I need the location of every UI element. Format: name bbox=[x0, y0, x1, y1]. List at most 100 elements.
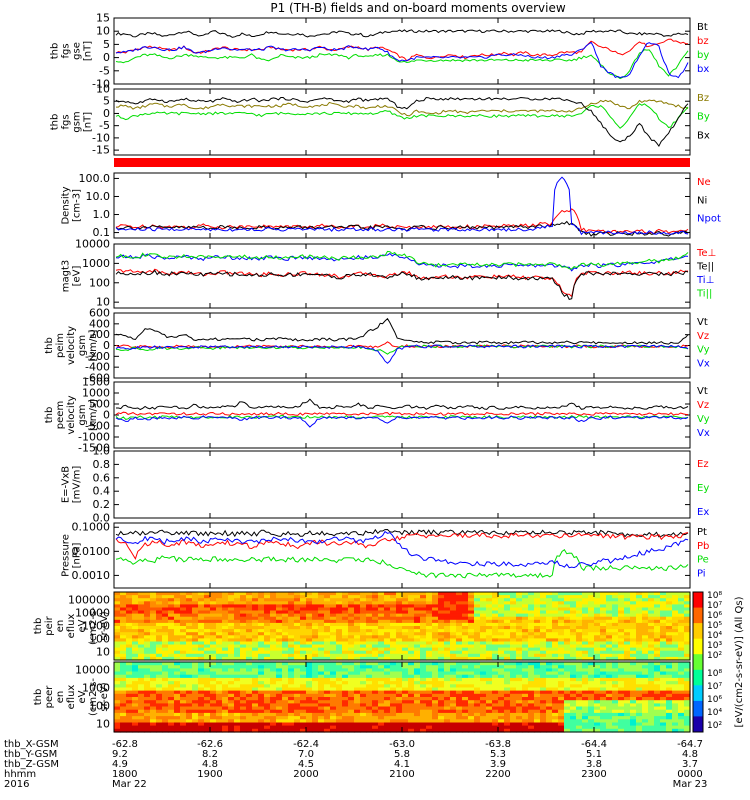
spectrogram-cell bbox=[402, 595, 409, 599]
spectrogram-cell bbox=[264, 629, 271, 633]
spectrogram-cell bbox=[522, 716, 529, 720]
spectrogram-cell bbox=[246, 703, 253, 708]
spectrogram-cell bbox=[300, 604, 307, 609]
spectrogram-cell bbox=[420, 607, 427, 612]
spectrogram-cell bbox=[120, 693, 127, 698]
spectrogram-cell bbox=[420, 595, 427, 599]
spectrogram-cell bbox=[510, 662, 517, 666]
spectrogram-cell bbox=[654, 635, 661, 639]
spectrogram-cell bbox=[156, 677, 163, 682]
spectrogram-cell bbox=[468, 622, 475, 627]
spectrogram-cell bbox=[546, 656, 553, 661]
spectrogram-cell bbox=[174, 641, 181, 646]
spectrogram-cell bbox=[300, 719, 307, 724]
spectrogram-cell bbox=[210, 604, 217, 609]
spectrogram-cell bbox=[342, 601, 349, 605]
spectrogram-cell bbox=[546, 635, 553, 639]
spectrogram-cell bbox=[390, 687, 397, 692]
legend-vy: Vy bbox=[697, 414, 710, 425]
spectrogram-cell bbox=[624, 725, 631, 730]
spectrogram-cell bbox=[546, 601, 553, 605]
spectrogram-cell bbox=[546, 681, 553, 685]
spectrogram-cell bbox=[480, 662, 487, 666]
spectrogram-cell bbox=[234, 671, 241, 676]
spectrogram-cell bbox=[366, 709, 373, 714]
spectrogram-cell bbox=[240, 592, 247, 596]
spectrogram-cell bbox=[264, 632, 271, 636]
spectrogram-cell bbox=[216, 632, 223, 636]
spectrogram-cell bbox=[294, 619, 301, 624]
spectrogram-cell bbox=[240, 681, 247, 685]
spectrogram-cell bbox=[390, 598, 397, 602]
spectrogram-cell bbox=[114, 665, 121, 669]
spectrogram-cell bbox=[672, 725, 679, 730]
spectrogram-cell bbox=[246, 728, 253, 733]
spectrogram-cell bbox=[648, 616, 655, 621]
spectrogram-cell bbox=[564, 638, 571, 643]
spectrogram-cell bbox=[414, 681, 421, 685]
spectrogram-cell bbox=[168, 647, 175, 652]
spectrogram-cell bbox=[234, 592, 241, 596]
spectrogram-cell bbox=[210, 616, 217, 621]
spectrogram-cell bbox=[192, 626, 199, 630]
spectrogram-cell bbox=[636, 728, 643, 733]
spectrogram-cell bbox=[198, 693, 205, 698]
spectrogram-cell bbox=[228, 619, 235, 624]
spectrogram-cell bbox=[600, 626, 607, 630]
spectrogram-cell bbox=[282, 677, 289, 682]
spectrogram-cell bbox=[216, 709, 223, 714]
spectrogram-cell bbox=[348, 712, 355, 717]
spectrogram-cell bbox=[156, 728, 163, 733]
spectrogram-cell bbox=[660, 722, 667, 727]
spectrogram-cell bbox=[210, 610, 217, 615]
spectrogram-cell bbox=[156, 616, 163, 621]
spectrogram-cell bbox=[264, 719, 271, 724]
spectrogram-cell bbox=[120, 653, 127, 658]
spectrogram-cell bbox=[282, 728, 289, 733]
spectrogram-cell bbox=[648, 619, 655, 624]
spectrogram-cell bbox=[288, 690, 295, 695]
colorbar-frame bbox=[692, 591, 704, 733]
spectrogram-cell bbox=[672, 697, 679, 701]
spectrogram-cell bbox=[468, 725, 475, 730]
spectrogram-cell bbox=[366, 665, 373, 669]
spectrogram-cell bbox=[198, 697, 205, 701]
spectrogram-cell bbox=[348, 641, 355, 646]
spectrogram-cell bbox=[510, 635, 517, 639]
spectrogram-cell bbox=[312, 681, 319, 685]
spectrogram-cell bbox=[666, 650, 673, 655]
spectrogram-cell bbox=[486, 706, 493, 711]
spectrogram-cell bbox=[372, 725, 379, 730]
spectrogram-cell bbox=[372, 616, 379, 621]
spectrogram-cell bbox=[276, 700, 283, 704]
spectrogram-cell bbox=[600, 604, 607, 609]
spectrogram-cell bbox=[354, 671, 361, 676]
spectrogram-cell bbox=[126, 656, 133, 661]
spectrogram-cell bbox=[318, 601, 325, 605]
spectrogram-cell bbox=[132, 656, 139, 661]
spectrogram-cell bbox=[180, 709, 187, 714]
spectrogram-cell bbox=[462, 616, 469, 621]
spectrogram-cell bbox=[462, 728, 469, 733]
spectrogram-cell bbox=[384, 671, 391, 676]
ylabel-line: gsm bbox=[72, 111, 83, 132]
spectrogram-cell bbox=[636, 697, 643, 701]
spectrogram-cell bbox=[354, 592, 361, 596]
spectrogram-cell bbox=[282, 613, 289, 618]
spectrogram-cell bbox=[600, 719, 607, 724]
spectrogram-cell bbox=[666, 622, 673, 627]
spectrogram-cell bbox=[294, 706, 301, 711]
spectrogram-cell bbox=[348, 592, 355, 596]
spectrogram-cell bbox=[588, 641, 595, 646]
spectrogram-cell bbox=[210, 662, 217, 666]
spectrogram-cell bbox=[456, 647, 463, 652]
spectrogram-cell bbox=[564, 598, 571, 602]
spectrogram-cell bbox=[480, 703, 487, 708]
spectrogram-cell bbox=[150, 719, 157, 724]
spectrogram-cell bbox=[684, 598, 691, 602]
spectrogram-cell bbox=[510, 626, 517, 630]
spectrogram-cell bbox=[534, 604, 541, 609]
spectrogram-cell bbox=[126, 607, 133, 612]
